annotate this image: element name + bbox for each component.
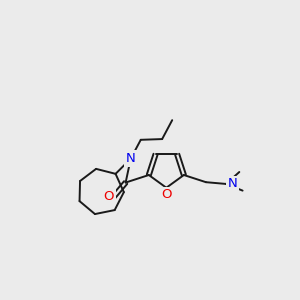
Text: N: N bbox=[126, 152, 136, 165]
Text: O: O bbox=[103, 190, 114, 203]
Text: O: O bbox=[161, 188, 172, 201]
Text: N: N bbox=[227, 177, 237, 190]
